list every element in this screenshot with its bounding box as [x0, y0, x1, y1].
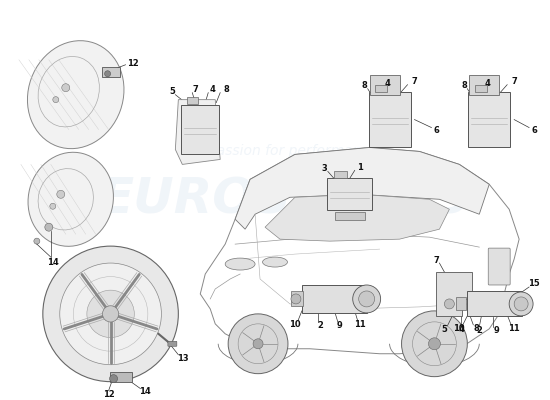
Text: 2: 2	[476, 326, 482, 335]
Text: 6: 6	[531, 126, 537, 135]
Polygon shape	[175, 100, 220, 164]
FancyBboxPatch shape	[469, 75, 499, 95]
FancyBboxPatch shape	[335, 212, 365, 220]
Text: 1: 1	[357, 163, 362, 172]
Text: 10: 10	[289, 320, 301, 329]
Circle shape	[109, 375, 118, 383]
Text: 7: 7	[512, 77, 517, 86]
Circle shape	[291, 294, 301, 304]
FancyBboxPatch shape	[456, 298, 466, 310]
Circle shape	[509, 292, 533, 316]
FancyBboxPatch shape	[334, 171, 348, 178]
Circle shape	[34, 238, 40, 244]
Polygon shape	[265, 194, 449, 241]
Text: 6: 6	[433, 126, 439, 135]
FancyBboxPatch shape	[187, 97, 199, 104]
Ellipse shape	[28, 41, 124, 149]
FancyBboxPatch shape	[375, 85, 388, 92]
Text: 8: 8	[474, 324, 479, 333]
Circle shape	[514, 297, 528, 311]
Circle shape	[62, 84, 70, 92]
Text: 12: 12	[103, 390, 114, 399]
FancyBboxPatch shape	[467, 292, 521, 316]
Text: 9: 9	[493, 326, 499, 335]
FancyBboxPatch shape	[370, 75, 399, 95]
Text: 8: 8	[362, 81, 367, 90]
Ellipse shape	[262, 257, 288, 267]
Text: 14: 14	[47, 258, 59, 266]
FancyBboxPatch shape	[327, 178, 372, 210]
Text: 12: 12	[126, 59, 139, 68]
Text: 5: 5	[442, 325, 447, 334]
Polygon shape	[235, 148, 490, 229]
Text: 4: 4	[210, 85, 215, 94]
Text: 14: 14	[139, 387, 150, 396]
FancyBboxPatch shape	[475, 85, 487, 92]
Text: 15: 15	[528, 280, 540, 288]
Circle shape	[444, 299, 454, 309]
FancyBboxPatch shape	[102, 67, 119, 77]
FancyBboxPatch shape	[468, 92, 510, 147]
Text: 7: 7	[192, 85, 198, 94]
Text: 8: 8	[223, 85, 229, 94]
Circle shape	[57, 190, 65, 198]
FancyBboxPatch shape	[168, 341, 177, 346]
FancyBboxPatch shape	[488, 248, 510, 285]
Circle shape	[353, 285, 381, 313]
Circle shape	[428, 338, 441, 350]
FancyBboxPatch shape	[368, 92, 410, 147]
Text: 9: 9	[337, 321, 343, 330]
Text: 8: 8	[461, 81, 467, 90]
Text: 3: 3	[322, 164, 328, 173]
FancyBboxPatch shape	[109, 372, 131, 382]
Text: 10: 10	[454, 324, 465, 333]
Text: 11: 11	[508, 324, 520, 333]
Circle shape	[87, 290, 134, 338]
Circle shape	[50, 203, 56, 209]
Circle shape	[228, 314, 288, 374]
FancyBboxPatch shape	[302, 285, 367, 313]
Text: 4: 4	[384, 79, 390, 88]
Circle shape	[104, 71, 111, 77]
Text: a passion for performance: a passion for performance	[195, 144, 377, 158]
Circle shape	[359, 291, 375, 307]
Circle shape	[43, 246, 178, 382]
FancyBboxPatch shape	[291, 292, 303, 306]
Text: 7: 7	[411, 77, 417, 86]
Text: 13: 13	[178, 354, 189, 363]
Text: 7: 7	[433, 256, 439, 264]
Polygon shape	[436, 272, 472, 316]
Text: 11: 11	[354, 320, 366, 329]
Text: EUROSPARES: EUROSPARES	[101, 175, 471, 223]
Circle shape	[53, 97, 59, 103]
Circle shape	[60, 263, 161, 365]
Ellipse shape	[28, 152, 113, 246]
Circle shape	[102, 306, 119, 322]
Circle shape	[402, 311, 468, 377]
Circle shape	[253, 339, 263, 349]
Text: 2: 2	[317, 321, 323, 330]
Ellipse shape	[225, 258, 255, 270]
Text: 5: 5	[169, 87, 175, 96]
Text: 4: 4	[458, 325, 464, 334]
Text: 4: 4	[485, 79, 490, 88]
FancyBboxPatch shape	[182, 105, 219, 154]
Circle shape	[45, 223, 53, 231]
